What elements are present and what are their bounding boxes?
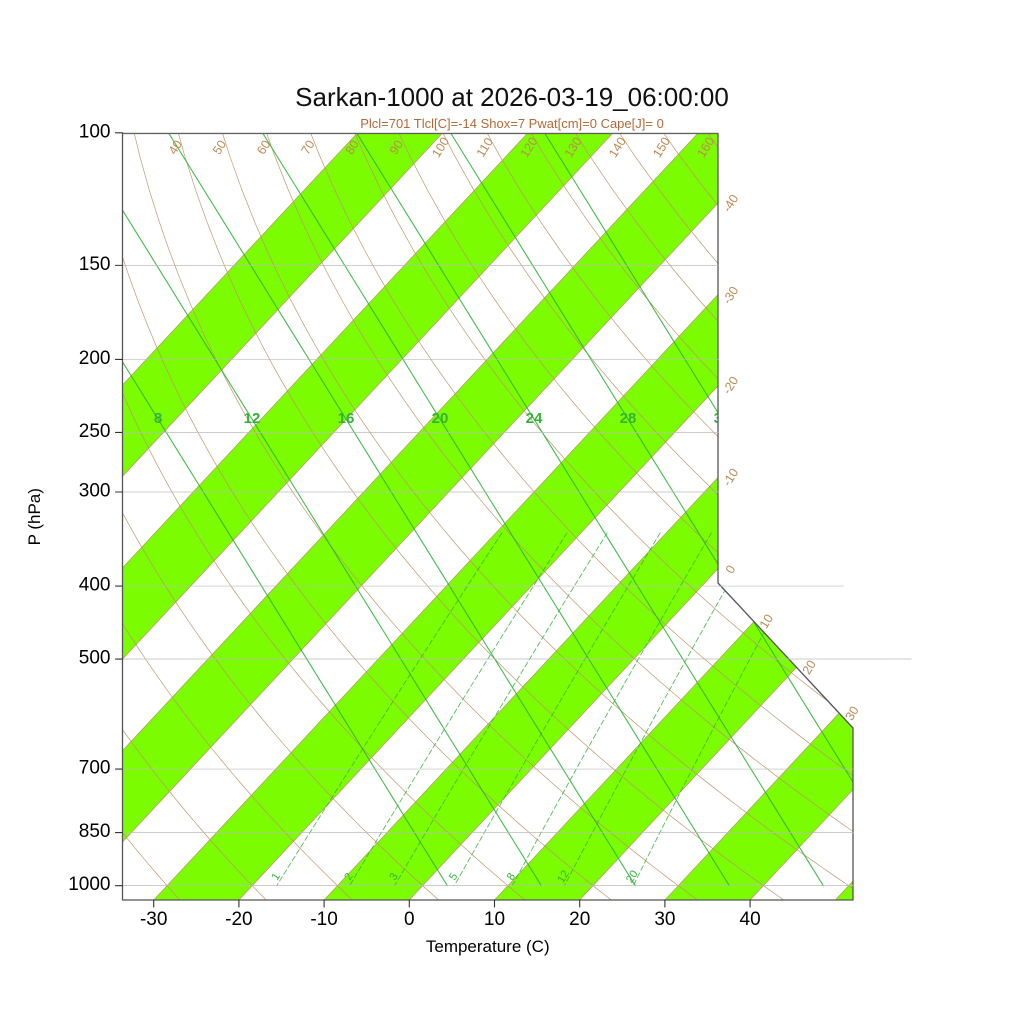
- svg-text:P (hPa): P (hPa): [25, 488, 44, 545]
- svg-text:-30: -30: [140, 909, 167, 930]
- svg-text:32: 32: [714, 410, 731, 427]
- svg-text:400: 400: [79, 575, 111, 596]
- svg-text:-20: -20: [225, 909, 252, 930]
- svg-text:30: 30: [654, 909, 675, 930]
- svg-text:-40: -40: [720, 192, 741, 215]
- svg-text:500: 500: [79, 648, 111, 669]
- svg-text:-10: -10: [310, 909, 337, 930]
- svg-text:200: 200: [79, 348, 111, 369]
- svg-text:16: 16: [338, 410, 355, 427]
- svg-text:24: 24: [526, 410, 543, 427]
- svg-text:12: 12: [244, 410, 261, 427]
- svg-text:250: 250: [79, 421, 111, 442]
- svg-text:0: 0: [404, 909, 415, 930]
- svg-text:8: 8: [154, 410, 162, 427]
- svg-text:40: 40: [740, 909, 761, 930]
- svg-text:-20: -20: [720, 374, 741, 397]
- svg-text:-10: -10: [720, 466, 741, 489]
- svg-text:150: 150: [79, 254, 111, 275]
- svg-text:Temperature (C): Temperature (C): [426, 937, 550, 956]
- svg-text:-30: -30: [720, 284, 741, 307]
- svg-text:20: 20: [569, 909, 590, 930]
- svg-text:850: 850: [79, 821, 111, 842]
- svg-text:10: 10: [484, 909, 505, 930]
- svg-text:0: 0: [723, 563, 739, 576]
- svg-text:20: 20: [432, 410, 449, 427]
- svg-text:700: 700: [79, 758, 111, 779]
- svg-text:100: 100: [79, 121, 111, 142]
- svg-text:28: 28: [620, 410, 637, 427]
- svg-text:300: 300: [79, 481, 111, 502]
- svg-text:1000: 1000: [68, 874, 110, 895]
